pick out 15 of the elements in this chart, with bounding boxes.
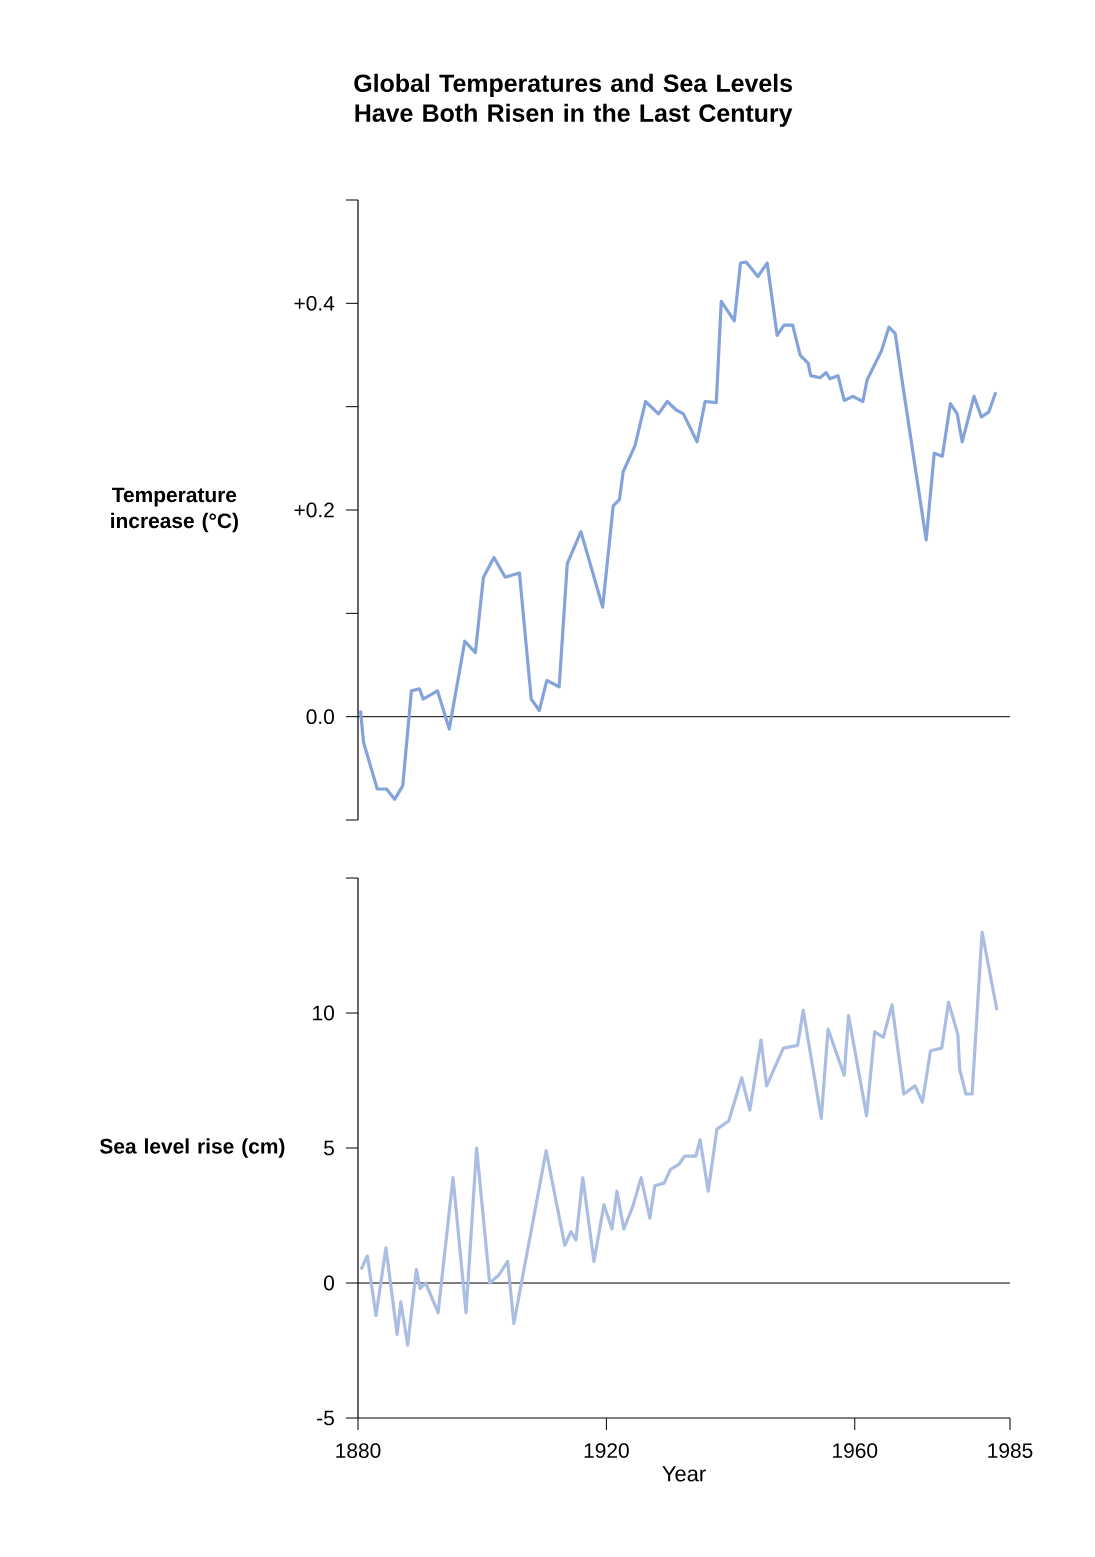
x-tick-label: 1880 [336,1443,381,1458]
chart-title: Global Temperatures and Sea Levels Have Both Risen in the Last Century [354,73,793,127]
x-tick-label: 1920 [584,1443,629,1458]
y-tick-label: +0.4 [294,295,335,311]
y-tick-label: +0.2 [294,502,334,518]
x-axis-title: Year [662,1466,706,1482]
y-tick-label: 0 [324,1275,335,1291]
y-tick-label: -5 [317,1410,334,1426]
y-axis-title: Sea level rise (cm) [99,1138,285,1158]
x-tick-label: 1985 [988,1443,1033,1458]
y-tick-label: 5 [324,1140,334,1156]
y-axis-title: Temperature increase (°C) [111,487,238,533]
x-tick-label: 1960 [833,1443,878,1458]
y-tick-label: 0.0 [306,709,335,725]
y-tick-label: 10 [313,1005,334,1021]
